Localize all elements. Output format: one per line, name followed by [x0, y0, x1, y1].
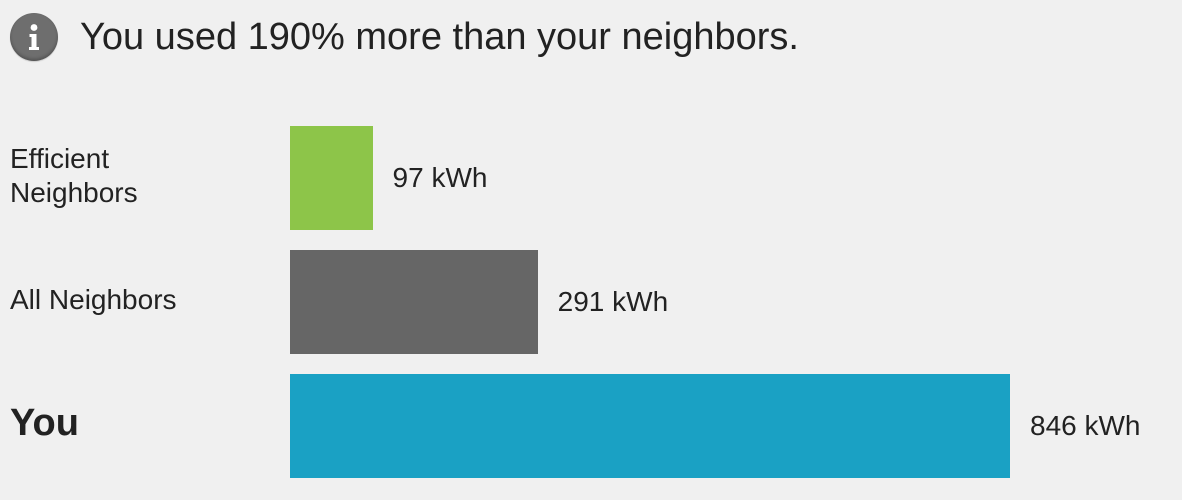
info-icon [10, 13, 58, 61]
data-label: 846 kWh [1030, 410, 1141, 441]
category-label: You [10, 402, 79, 444]
usage-summary-text: You used 190% more than your neighbors. [80, 16, 799, 58]
bar [290, 126, 373, 230]
data-label: 291 kWh [557, 286, 669, 317]
bar [290, 250, 538, 354]
comparison-header: You used 190% more than your neighbors. [10, 12, 799, 62]
category-label: All Neighbors [10, 284, 177, 315]
category-label: Efficient Neighbors [10, 143, 138, 208]
data-label: 97 kWh [392, 162, 488, 193]
bar [290, 374, 1010, 478]
